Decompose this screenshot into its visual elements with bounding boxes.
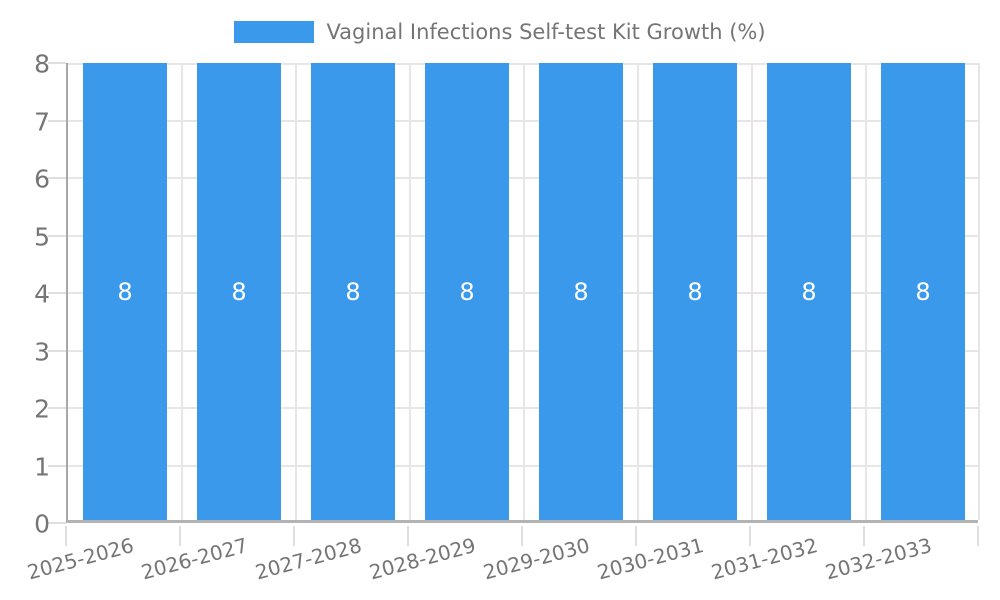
gridline-vertical — [295, 63, 297, 520]
x-axis-tick — [977, 526, 979, 546]
x-category-label: 2027-2028 — [252, 533, 365, 585]
x-axis-tick — [635, 526, 637, 546]
y-tick-label: 0 — [34, 509, 50, 539]
gridline-vertical — [978, 63, 980, 520]
bar[interactable]: 8 — [767, 63, 851, 520]
bar[interactable]: 8 — [653, 63, 737, 520]
bar-value-label: 8 — [687, 277, 703, 306]
x-category-label: 2029-2030 — [480, 533, 593, 585]
gridline-vertical — [409, 63, 411, 520]
x-axis-tick — [293, 526, 295, 546]
bar-value-label: 8 — [459, 277, 475, 306]
y-axis-tick — [48, 349, 66, 352]
y-tick-label: 8 — [34, 49, 50, 79]
y-tick-label: 2 — [34, 394, 50, 424]
gridline-vertical — [523, 63, 525, 520]
x-category-label: 2026-2027 — [138, 533, 251, 585]
x-axis-tick — [179, 526, 181, 546]
bar[interactable]: 8 — [83, 63, 167, 520]
bar-value-label: 8 — [231, 277, 247, 306]
y-axis-tick — [48, 522, 66, 524]
y-axis-tick — [48, 407, 66, 409]
y-axis-tick — [48, 234, 66, 237]
bar[interactable]: 8 — [539, 63, 623, 520]
bar[interactable]: 8 — [881, 63, 965, 520]
legend: Vaginal Infections Self-test Kit Growth … — [0, 19, 1000, 45]
bar[interactable]: 8 — [425, 63, 509, 520]
y-tick-label: 6 — [34, 164, 50, 194]
x-category-label: 2025-2026 — [24, 533, 137, 585]
y-axis-tick — [48, 292, 66, 294]
gridline-vertical — [637, 63, 639, 520]
bar[interactable]: 8 — [311, 63, 395, 520]
bar[interactable]: 8 — [197, 63, 281, 520]
x-axis-tick — [863, 526, 865, 546]
y-tick-label: 3 — [34, 337, 50, 366]
legend-label: Vaginal Infections Self-test Kit Growth … — [326, 20, 766, 44]
x-axis-tick — [407, 526, 409, 546]
x-axis-tick — [749, 526, 751, 546]
x-category-label: 2032-2033 — [822, 533, 935, 585]
gridline-vertical — [181, 63, 183, 520]
y-axis-tick — [48, 119, 66, 122]
legend-swatch — [234, 21, 315, 43]
bar-value-label: 8 — [345, 277, 361, 306]
bar-value-label: 8 — [117, 277, 133, 306]
y-tick-label: 7 — [34, 107, 50, 136]
x-axis-tick — [521, 526, 523, 546]
y-tick-label: 5 — [34, 222, 50, 251]
plot-area: 8 8 8 8 8 8 8 8 — [66, 63, 980, 523]
y-tick-label: 4 — [34, 279, 50, 309]
gridline-vertical — [865, 63, 867, 520]
x-category-label: 2031-2032 — [708, 533, 821, 585]
y-tick-label: 1 — [34, 452, 50, 481]
y-axis-tick — [48, 177, 66, 179]
bar-value-label: 8 — [801, 277, 817, 306]
bar-value-label: 8 — [573, 277, 589, 306]
x-category-label: 2028-2029 — [366, 533, 479, 585]
x-category-label: 2030-2031 — [594, 533, 707, 585]
x-axis-tick — [65, 526, 67, 546]
y-axis-tick — [48, 62, 66, 64]
gridline-vertical — [751, 63, 753, 520]
y-axis-tick — [48, 464, 66, 467]
bar-value-label: 8 — [915, 277, 931, 306]
